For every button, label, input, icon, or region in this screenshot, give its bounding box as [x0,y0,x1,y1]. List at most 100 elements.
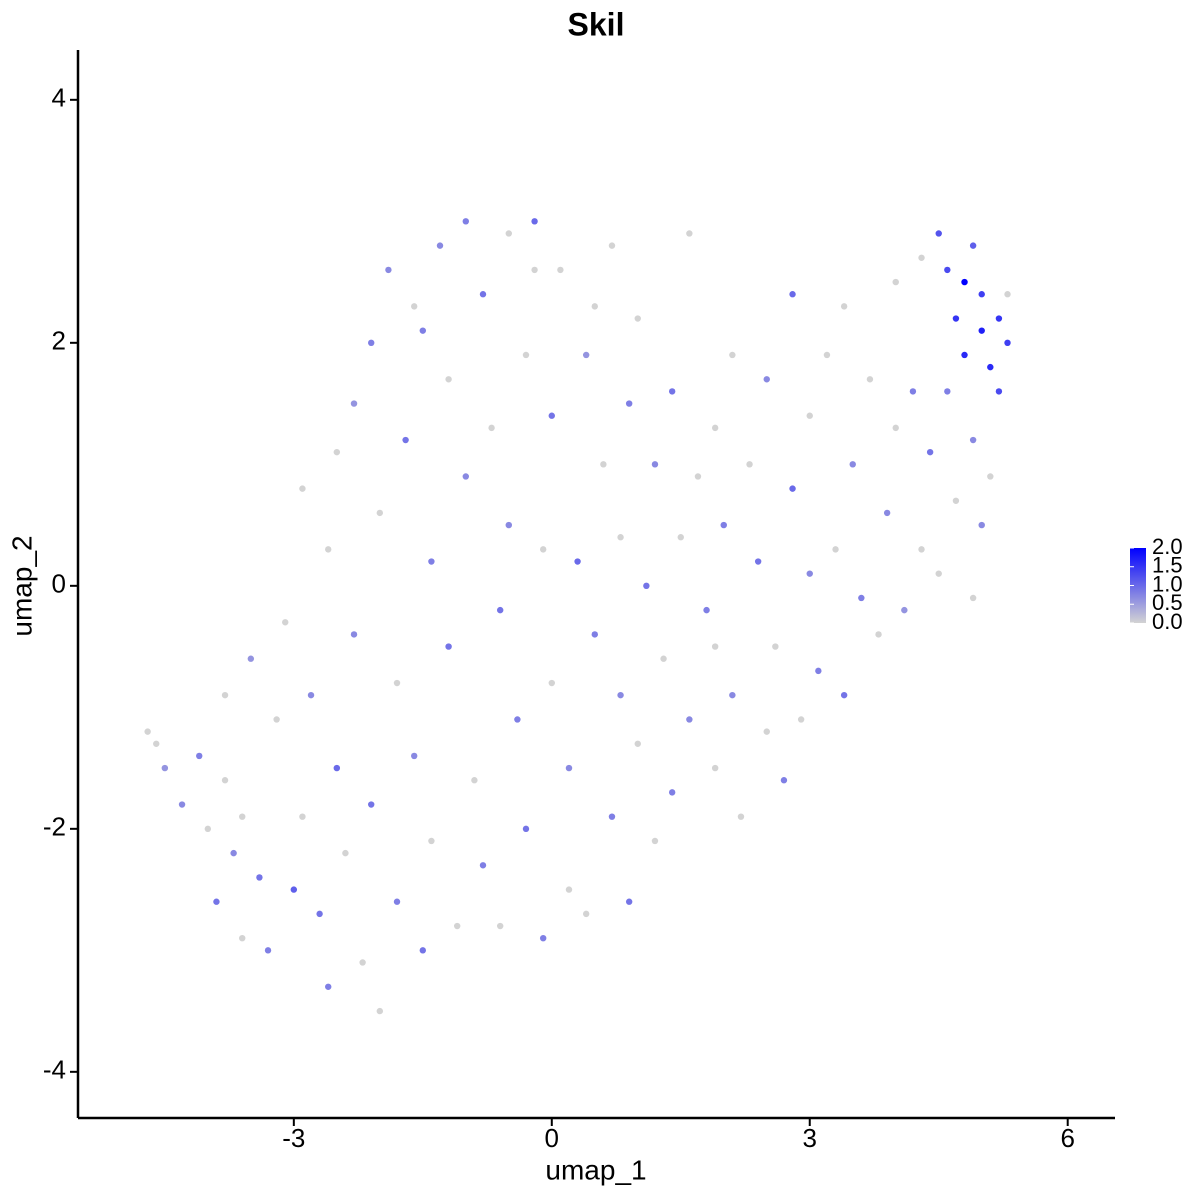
cell-point [608,242,616,249]
cell-point [815,667,822,675]
cell-point [454,922,461,930]
cell-point [591,631,598,638]
cell-point [995,315,1003,322]
cell-point [239,813,246,820]
cell-point [729,351,736,359]
cell-point [591,303,598,310]
cell-point [918,546,925,553]
cell-point [892,424,899,432]
cell-point [892,278,899,286]
cell-point [978,327,985,334]
cell-point [256,874,263,881]
colorbar-label: 1.5 [1152,553,1183,578]
cell-point [307,691,315,699]
cell-point [153,740,160,747]
cell-point [832,546,839,553]
cell-point [368,801,375,808]
cell-point [368,339,375,347]
cell-point [952,497,960,504]
cell-point [763,728,770,735]
cell-point [806,412,813,419]
cell-point [333,448,341,456]
x-tick-label: -3 [282,1123,305,1153]
cell-point [1004,339,1011,347]
cell-point [600,461,607,468]
cell-point [995,388,1003,395]
colorbar-label: 1.0 [1152,571,1183,596]
cell-point [840,303,848,310]
cell-point [299,485,306,492]
cell-point [651,461,659,468]
cell-point [858,594,865,602]
cell-point [505,230,512,237]
cell-point [634,315,641,322]
cell-point [230,849,237,857]
cell-point [333,764,341,772]
cell-point [350,631,358,638]
cell-point [668,388,676,395]
cell-point [582,910,590,918]
cell-point [720,521,727,529]
cell-point [987,363,994,371]
cell-point [789,485,796,492]
cell-point [694,473,702,480]
cell-point [411,752,418,760]
cell-point [221,691,229,699]
cell-point [350,400,358,407]
cell-point [557,266,564,274]
x-tick-label: 6 [1060,1123,1074,1153]
cell-point [780,777,788,784]
cell-point [849,461,856,468]
cell-point [316,910,323,918]
cell-point [737,813,745,820]
cell-point [961,351,968,359]
cell-point [918,254,925,261]
colorbar-label: 2.0 [1152,534,1183,559]
cell-point [393,679,401,687]
cell-point [952,315,960,322]
cell-point [213,898,220,905]
cell-point [385,266,392,274]
cell-point [419,947,427,954]
cell-point [823,351,831,359]
cell-point [1004,291,1011,298]
cell-point [428,837,435,845]
cell-point [978,291,985,298]
cell-point [686,230,693,237]
cell-point [617,534,624,541]
cell-point [582,351,590,359]
cell-point [926,448,934,456]
cell-point [935,570,942,577]
cell-point [711,424,719,432]
cell-point [479,862,487,869]
cell-point [797,716,805,723]
cell-point [660,655,667,662]
cell-point [402,436,409,444]
cell-point [651,837,659,845]
cell-point [221,777,229,784]
cell-point [479,291,487,298]
cell-point [643,582,650,590]
cell-point [376,509,384,517]
cell-point [264,947,272,954]
cell-point [548,412,555,419]
cell-point [522,825,530,833]
cell-point [393,898,401,905]
cell-point [754,558,762,565]
cell-point [901,606,908,614]
y-tick-label: 0 [52,569,66,599]
cell-point [325,983,332,990]
cell-point [462,473,470,480]
cell-point [935,230,942,237]
cell-point [247,655,255,662]
cell-point [574,558,581,565]
cell-point [428,558,435,565]
cell-point [436,242,444,249]
cell-point [539,546,547,553]
cell-point [411,303,418,310]
cell-point [969,242,977,249]
cell-point [625,898,633,905]
cell-point [196,752,203,760]
cell-point [944,388,951,395]
cell-point [419,327,427,334]
